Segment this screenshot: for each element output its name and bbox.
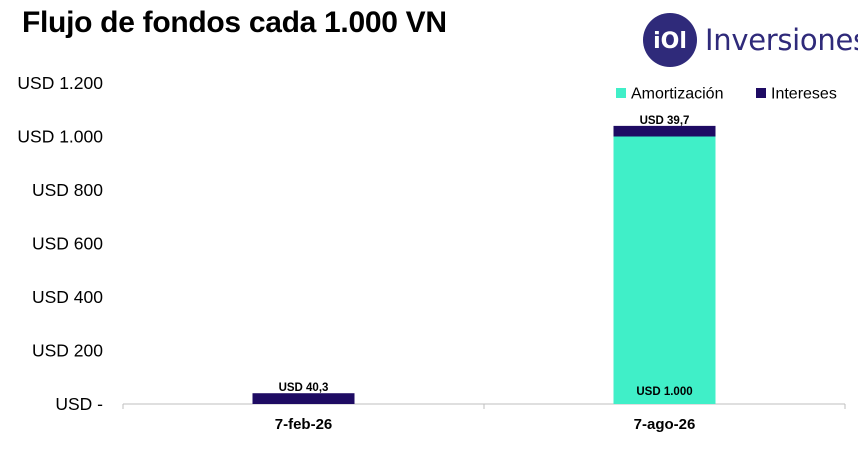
- x-axis: 7-feb-26 7-ago-26: [122, 403, 846, 433]
- y-tick-label: USD 400: [32, 287, 103, 307]
- y-tick-label: USD 1.000: [17, 127, 103, 147]
- bar-segment: [613, 136, 716, 404]
- chart-title: Flujo de fondos cada 1.000 VN: [22, 6, 447, 39]
- y-tick-label: USD 600: [32, 234, 103, 254]
- y-tick-label: USD -: [55, 394, 103, 414]
- logo-text: Inversiones: [705, 23, 858, 57]
- data-label: USD 40,3: [279, 382, 329, 394]
- bar-segment: [613, 125, 716, 137]
- x-tick-label: 7-feb-26: [275, 416, 333, 433]
- iol-logo-icon: iOl: [643, 13, 697, 67]
- x-tick-label: 7-ago-26: [634, 416, 696, 433]
- y-tick-label: USD 1.200: [17, 73, 103, 93]
- y-axis: USD - USD 200 USD 400 USD 600 USD 800 USD 1.0…: [17, 73, 103, 414]
- data-label: USD 39,7: [640, 115, 690, 127]
- logo-mark-text: iOl: [653, 29, 687, 54]
- legend-swatch: [756, 88, 766, 98]
- legend-swatch: [616, 88, 626, 98]
- legend-label: Amortización: [631, 86, 723, 103]
- y-tick-label: USD 800: [32, 180, 103, 200]
- legend-label: Intereses: [771, 86, 837, 103]
- bar-segment: [252, 393, 355, 404]
- data-label: USD 1.000: [636, 386, 692, 398]
- y-tick-label: USD 200: [32, 341, 103, 361]
- legend: Amortización Intereses: [616, 86, 837, 103]
- bars: USD 40,3 USD 1.000 USD 39,7: [252, 115, 716, 404]
- brand-logo: iOl Inversiones: [643, 12, 858, 68]
